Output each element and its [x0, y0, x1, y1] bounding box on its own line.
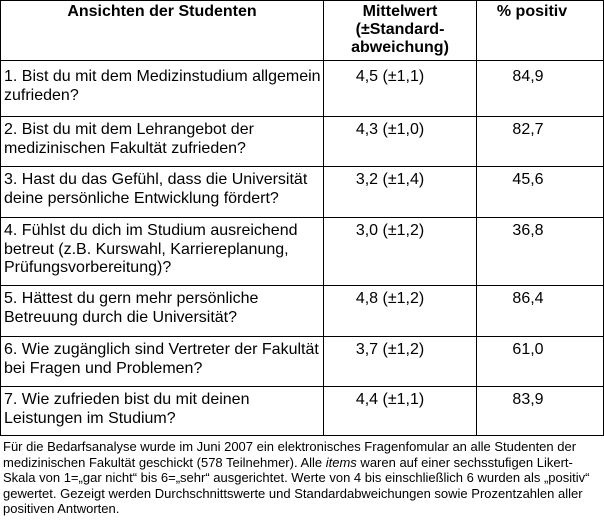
header-question: Ansichten der Studenten: [0, 0, 324, 61]
question-cell: 4. Fühlst du dich im Studium ausreichend…: [0, 217, 324, 286]
question-cell: 3. Hast du das Gefühl, dass die Universi…: [0, 166, 324, 218]
caption-italic-term: items: [325, 454, 357, 470]
table-row: 4. Fühlst du dich im Studium ausreichend…: [0, 217, 604, 286]
mean-cell: 3,0 (±1,2): [323, 217, 477, 286]
header-row: Ansichten der Studenten Mittelwert (±Sta…: [0, 0, 604, 61]
mean-cell: 4,8 (±1,2): [323, 285, 477, 337]
mean-cell: 4,4 (±1,1): [323, 386, 477, 436]
table-row: 1. Bist du mit dem Medizinstudium allgem…: [0, 60, 604, 117]
positive-cell: 82,7: [476, 116, 604, 167]
mean-cell: 3,7 (±1,2): [323, 336, 477, 387]
table-row: 7. Wie zufrieden bist du mit deinen Leis…: [0, 386, 604, 436]
survey-results-table: Ansichten der Studenten Mittelwert (±Sta…: [0, 0, 604, 436]
header-mean: Mittelwert (±Standard- abweichung): [323, 0, 477, 61]
table-row: 6. Wie zugänglich sind Vertreter der Fak…: [0, 336, 604, 387]
mean-cell: 3,2 (±1,4): [323, 166, 477, 218]
positive-cell: 86,4: [476, 285, 604, 337]
positive-cell: 61,0: [476, 336, 604, 387]
caption-text-start: Für die Bedarfsanalyse wurde im Juni 200…: [3, 439, 577, 470]
table-row: 3. Hast du das Gefühl, dass die Universi…: [0, 166, 604, 218]
mean-cell: 4,3 (±1,0): [323, 116, 477, 167]
positive-cell: 84,9: [476, 60, 604, 117]
positive-cell: 36,8: [476, 217, 604, 286]
table-row: 2. Bist du mit dem Lehrangebot der mediz…: [0, 116, 604, 167]
question-cell: 6. Wie zugänglich sind Vertreter der Fak…: [0, 336, 324, 387]
question-cell: 5. Hättest du gern mehr persönliche Betr…: [0, 285, 324, 337]
question-cell: 7. Wie zufrieden bist du mit deinen Leis…: [0, 386, 324, 436]
question-cell: 1. Bist du mit dem Medizinstudium allgem…: [0, 60, 324, 117]
positive-cell: 45,6: [476, 166, 604, 218]
mean-cell: 4,5 (±1,1): [323, 60, 477, 117]
caption-text-end: waren auf einer sechsstufigen Likert- Sk…: [3, 454, 590, 517]
positive-cell: 83,9: [476, 386, 604, 436]
question-cell: 2. Bist du mit dem Lehrangebot der mediz…: [0, 116, 324, 167]
header-positive: % positiv: [476, 0, 604, 61]
table-caption: Für die Bedarfsanalyse wurde im Juni 200…: [0, 436, 601, 517]
table-row: 5. Hättest du gern mehr persönliche Betr…: [0, 285, 604, 337]
